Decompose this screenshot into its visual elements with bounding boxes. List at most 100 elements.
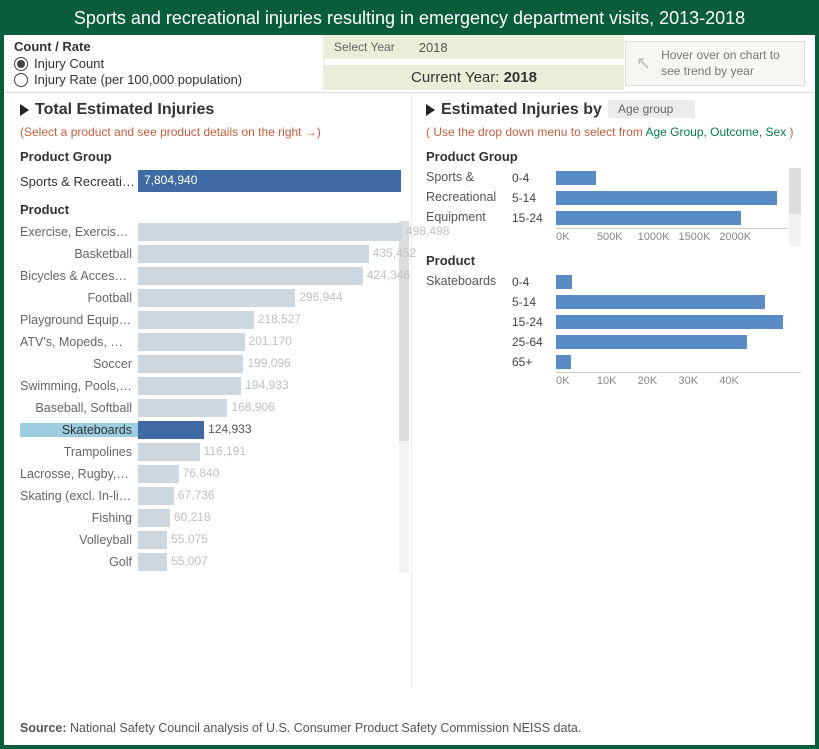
product-row[interactable]: Swimming, Pools, E..194,933	[20, 375, 401, 397]
product-bar-area: 194,933	[138, 377, 401, 395]
select-year-value: 2018	[419, 40, 448, 55]
chart-row: Recreational5-14	[426, 188, 801, 208]
product-group-row[interactable]: Sports & Recreation.. 7,804,940	[20, 168, 401, 194]
axis-tick: 2000K	[719, 231, 760, 243]
left-title-text: Total Estimated Injuries	[35, 101, 214, 119]
chart-bar	[556, 355, 571, 369]
product-row[interactable]: Football296,944	[20, 287, 401, 309]
chart-category-label: 25-64	[512, 335, 556, 349]
source-text: National Safety Council analysis of U.S.…	[70, 721, 581, 735]
chart-bar-area	[556, 274, 801, 290]
product-row[interactable]: Skateboards124,933	[20, 419, 401, 441]
chart-group-label: Recreational	[426, 191, 512, 205]
axis-tick: 500K	[597, 231, 638, 243]
product-group-value: 7,804,940	[144, 173, 197, 187]
axis-tick: 1000K	[638, 231, 679, 243]
product-label: Volleyball	[20, 533, 138, 547]
chart-bar-area	[556, 210, 801, 226]
left-section-title[interactable]: Total Estimated Injuries	[20, 101, 401, 119]
dashboard-frame: Sports and recreational injuries resulti…	[0, 0, 819, 749]
chart-bar	[556, 315, 783, 329]
product-bar	[138, 289, 295, 307]
product-bar	[138, 509, 170, 527]
chart-category-label: 15-24	[512, 211, 556, 225]
product-bar-area: 199,096	[138, 355, 401, 373]
product-bar-area: 296,944	[138, 289, 401, 307]
chart-group-label: Equipment	[426, 211, 512, 225]
cursor-icon: ↖	[636, 52, 651, 75]
select-year-row[interactable]: Select Year 2018	[324, 35, 624, 59]
chart-row: Equipment15-24	[426, 208, 801, 228]
product-label: Swimming, Pools, E..	[20, 379, 138, 393]
chart-product-group[interactable]: Sports &0-4Recreational5-14Equipment15-2…	[426, 168, 801, 243]
product-row[interactable]: Baseball, Softball168,906	[20, 397, 401, 419]
product-row[interactable]: ATV's, Mopeds, Min..201,170	[20, 331, 401, 353]
axis-tick: 40K	[719, 375, 760, 387]
product-bar	[138, 355, 243, 373]
product-group-header: Product Group	[20, 149, 401, 164]
chart-category-label: 5-14	[512, 191, 556, 205]
product-row[interactable]: Fishing60,218	[20, 507, 401, 529]
product-label: Playground Equipm..	[20, 313, 138, 327]
product-label: Bicycles & Accessor..	[20, 269, 138, 283]
product-row[interactable]: Trampolines116,191	[20, 441, 401, 463]
main-area: Total Estimated Injuries (Select a produ…	[4, 93, 815, 688]
right-section-title[interactable]: Estimated Injuries by	[426, 101, 602, 119]
product-row[interactable]: Basketball435,452	[20, 243, 401, 265]
axis-tick: 0K	[556, 375, 597, 387]
product-list: Exercise, Exercise E..498,498Basketball4…	[20, 221, 401, 573]
chart-category-label: 5-14	[512, 295, 556, 309]
chart-bar	[556, 295, 765, 309]
chart-bar-area	[556, 170, 801, 186]
axis-tick: 20K	[638, 375, 679, 387]
radio-icon	[14, 57, 28, 71]
product-row[interactable]: Golf55,007	[20, 551, 401, 573]
age-group-dropdown[interactable]: Age group	[608, 100, 695, 118]
chart-bar	[556, 211, 741, 225]
product-group-bar-area: 7,804,940	[138, 170, 401, 192]
product-row[interactable]: Volleyball 55,075	[20, 529, 401, 551]
product-value: 76,840	[183, 466, 220, 480]
hover-hint-text: Hover over on chart to see trend by year	[661, 48, 794, 79]
controls-row: Count / Rate Injury Count Injury Rate (p…	[4, 35, 815, 93]
product-value: 60,218	[174, 510, 211, 524]
radio-injury-count[interactable]: Injury Count	[14, 56, 313, 71]
right-product-header: Product	[426, 253, 801, 268]
product-row[interactable]: Bicycles & Accessor..424,346	[20, 265, 401, 287]
axis-tick: 0K	[556, 231, 597, 243]
chart-bar-area	[556, 334, 801, 350]
product-value: 55,075	[171, 532, 208, 546]
product-value: 218,527	[258, 312, 301, 326]
right-panel: Estimated Injuries by Age group ( Use th…	[412, 93, 815, 688]
product-bar	[138, 421, 204, 439]
product-bar	[138, 487, 174, 505]
chart-product[interactable]: Skateboards0-45-1415-2425-6465+0K10K20K3…	[426, 272, 801, 387]
product-label: Golf	[20, 555, 138, 569]
product-bar	[138, 333, 245, 351]
product-bar-area: 168,906	[138, 399, 401, 417]
product-row[interactable]: Playground Equipm.. 218,527	[20, 309, 401, 331]
chart-row: Skateboards0-4	[426, 272, 801, 292]
product-value: 201,170	[249, 334, 292, 348]
product-row[interactable]: Exercise, Exercise E..498,498	[20, 221, 401, 243]
product-row[interactable]: Lacrosse, Rugby, Mi..76,840	[20, 463, 401, 485]
chart-bar	[556, 335, 747, 349]
product-bar	[138, 245, 369, 263]
product-bar	[138, 531, 167, 549]
radio-injury-rate[interactable]: Injury Rate (per 100,000 population)	[14, 72, 313, 87]
product-value: 199,096	[247, 356, 290, 370]
year-controls: Select Year 2018 Current Year: 2018	[324, 35, 624, 92]
product-value: 296,944	[299, 290, 342, 304]
product-bar	[138, 443, 200, 461]
product-row[interactable]: Skating (excl. In-line)67,736	[20, 485, 401, 507]
left-hint: (Select a product and see product detail…	[20, 125, 401, 139]
count-rate-header: Count / Rate	[14, 39, 313, 54]
product-bar-area: 116,191	[138, 443, 401, 461]
product-bar-area: 201,170	[138, 333, 401, 351]
product-bar	[138, 377, 241, 395]
chart-bar-area	[556, 354, 801, 370]
product-bar	[138, 223, 402, 241]
product-bar-area: 67,736	[138, 487, 401, 505]
product-row[interactable]: Soccer199,096	[20, 353, 401, 375]
chart-row: 25-64	[426, 332, 801, 352]
